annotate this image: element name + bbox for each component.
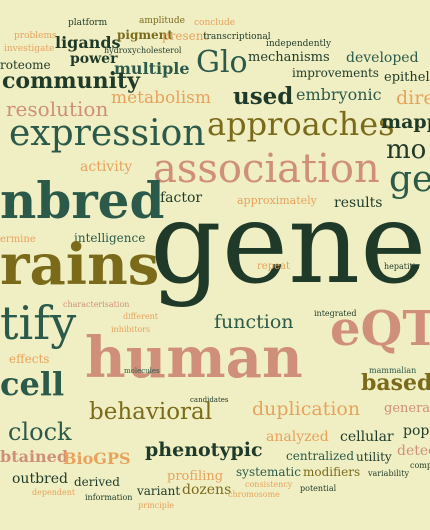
word: ermine <box>0 234 36 245</box>
word: characterisation <box>63 300 130 309</box>
word: profiling <box>167 469 224 484</box>
word: centralized <box>286 449 355 463</box>
word: rains <box>0 232 160 298</box>
word: variability <box>368 469 409 478</box>
word: molecules <box>124 367 160 375</box>
word: BioGPS <box>63 449 131 468</box>
word: pigment <box>117 28 173 42</box>
word: clock <box>8 418 72 446</box>
word: investigate <box>4 44 55 54</box>
word: modifiers <box>303 465 361 479</box>
word: function <box>214 311 294 333</box>
word: duplication <box>252 398 361 420</box>
word: metabolism <box>111 88 211 108</box>
word: problems <box>14 31 57 41</box>
word: transcriptional <box>203 32 271 42</box>
word: expression <box>9 113 206 154</box>
word: activity <box>80 159 133 175</box>
word: approximately <box>237 194 317 207</box>
word: mo <box>386 135 427 165</box>
word: tify <box>0 296 77 350</box>
word: popu <box>403 423 430 439</box>
word: direc <box>396 87 430 109</box>
word: systematic <box>236 465 301 479</box>
word: approaches <box>207 105 395 143</box>
word: comp <box>410 461 430 470</box>
word: derived <box>74 475 120 489</box>
word: different <box>123 312 159 321</box>
word: inhibitors <box>111 325 151 334</box>
word: effects <box>9 352 50 366</box>
word: factor <box>160 190 203 206</box>
word: gene <box>150 179 427 309</box>
word: intelligence <box>74 231 146 245</box>
word: cell <box>0 365 65 403</box>
word: multiple <box>114 59 190 78</box>
word: dependent <box>32 488 76 497</box>
word: embryonic <box>296 85 382 104</box>
word: used <box>233 83 294 110</box>
word: results <box>334 195 383 211</box>
word: amplitude <box>139 16 185 26</box>
word: analyzed <box>266 429 329 445</box>
word: developed <box>346 50 419 66</box>
word: roteome <box>0 58 51 72</box>
word: behavioral <box>89 399 213 425</box>
word: human <box>85 325 303 391</box>
word: hydroxycholesterol <box>104 46 182 55</box>
word: based <box>361 370 430 396</box>
word: association <box>153 146 380 192</box>
word: Glo <box>196 45 248 80</box>
word: improvements <box>292 66 379 80</box>
word: power <box>70 51 118 67</box>
word: independently <box>266 39 332 49</box>
word: phenotypic <box>145 439 263 461</box>
word: potential <box>300 484 337 493</box>
word: epitheli <box>384 70 430 85</box>
word: repeat <box>257 261 290 272</box>
word: btained <box>0 447 69 466</box>
word: ligands <box>55 33 121 52</box>
word: outbred <box>12 471 68 487</box>
word: conclude <box>194 18 236 28</box>
word: mammalian <box>369 366 417 375</box>
word: present <box>162 29 209 43</box>
word: variant <box>137 484 181 498</box>
word: nbred <box>0 171 165 230</box>
word: information <box>85 493 133 502</box>
word: chromosome <box>228 490 280 499</box>
word: eQTL <box>330 301 430 357</box>
word: mechanisms <box>248 50 330 65</box>
word: platform <box>68 18 108 28</box>
word: dozens <box>182 482 232 498</box>
word: detec <box>397 443 430 459</box>
word: mapp <box>381 111 430 133</box>
word: community <box>2 68 140 94</box>
word: ge <box>389 159 430 200</box>
word: integrated <box>314 309 357 318</box>
word: resolution <box>6 97 109 121</box>
word: genera <box>384 401 430 416</box>
word: principle <box>138 501 175 510</box>
word: cellular <box>340 429 394 445</box>
word: consistency <box>245 480 293 489</box>
word: utility <box>356 450 392 464</box>
word: candidates <box>190 396 229 404</box>
word: hepatitis <box>384 262 420 271</box>
